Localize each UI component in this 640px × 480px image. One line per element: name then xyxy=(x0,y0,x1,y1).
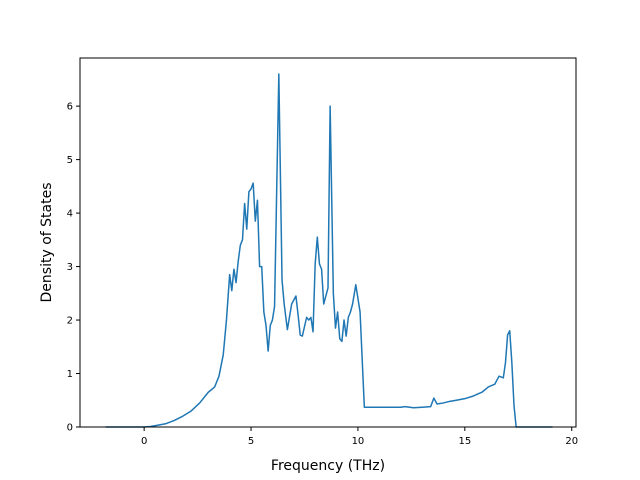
y-tick-label: 6 xyxy=(67,102,73,113)
y-tick-label: 4 xyxy=(67,209,73,220)
plot-frame xyxy=(79,57,577,428)
x-tick-label: 20 xyxy=(565,436,578,447)
dos-series-line xyxy=(105,73,553,428)
y-axis-label: Density of States xyxy=(39,183,55,303)
data-layer xyxy=(105,73,553,428)
y-tick-label: 5 xyxy=(67,155,73,166)
y-tick-label: 3 xyxy=(67,262,73,273)
x-tick-label: 5 xyxy=(248,436,254,447)
x-tick-label: 10 xyxy=(352,436,365,447)
x-tick-label: 0 xyxy=(141,436,147,447)
y-tick-label: 1 xyxy=(67,369,73,380)
x-tick-label: 15 xyxy=(458,436,471,447)
tick-layer: 0 5 10 15 20 0 1 2 3 4 5 6 xyxy=(67,102,578,447)
y-tick-label: 2 xyxy=(67,316,73,327)
y-tick-label: 0 xyxy=(67,423,73,434)
x-axis-label: Frequency (THz) xyxy=(271,458,385,474)
